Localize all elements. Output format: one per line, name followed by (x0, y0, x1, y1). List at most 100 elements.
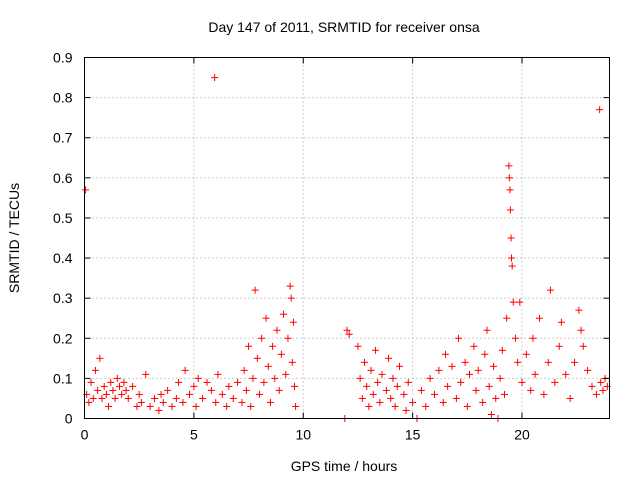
data-point (240, 366, 248, 374)
data-point (109, 386, 117, 394)
data-point (292, 402, 300, 410)
data-point (518, 378, 526, 386)
data-point (218, 390, 226, 398)
data-point (575, 306, 583, 314)
data-point (159, 398, 167, 406)
data-point (562, 370, 570, 378)
y-tick-label: 0.5 (53, 210, 73, 226)
data-point (111, 394, 119, 402)
data-point (94, 386, 102, 394)
data-point (566, 394, 574, 402)
data-point (400, 390, 408, 398)
data-point (273, 326, 281, 334)
data-point (251, 286, 259, 294)
data-point (258, 334, 266, 342)
data-point (409, 398, 417, 406)
data-point (369, 390, 377, 398)
x-tick-label: 20 (514, 427, 530, 443)
y-tick-label: 0.7 (53, 130, 73, 146)
data-point (529, 334, 537, 342)
data-point (118, 390, 126, 398)
data-point (361, 358, 368, 366)
data-point (376, 398, 384, 406)
data-point (98, 394, 106, 402)
data-point (472, 386, 480, 394)
data-point (404, 378, 412, 386)
data-point (256, 390, 263, 398)
plot-frame (84, 57, 610, 419)
data-point (506, 206, 514, 214)
data-point (124, 394, 132, 402)
x-tick-label: 5 (190, 427, 198, 443)
data-point (207, 386, 215, 394)
data-point (122, 386, 130, 394)
data-point (199, 394, 207, 402)
data-point (271, 374, 279, 382)
data-point (286, 282, 294, 290)
data-point (483, 326, 491, 334)
data-point (211, 74, 219, 82)
data-point (282, 370, 290, 378)
data-point (133, 402, 141, 410)
data-point (107, 378, 115, 386)
data-point (597, 378, 605, 386)
data-point (113, 374, 121, 382)
data-point (269, 342, 277, 350)
data-point (120, 378, 128, 386)
data-point (522, 350, 530, 358)
data-point (234, 378, 242, 386)
data-point (435, 366, 443, 374)
data-point (358, 394, 366, 402)
data-point (289, 318, 297, 326)
data-point (498, 346, 506, 354)
data-point (87, 378, 95, 386)
data-point (544, 358, 552, 366)
data-point (82, 186, 90, 194)
data-point (157, 390, 165, 398)
data-point (242, 386, 250, 394)
data-point (579, 342, 587, 350)
data-point (487, 410, 495, 418)
data-point (506, 186, 514, 194)
data-point (85, 398, 93, 406)
data-point (96, 354, 104, 362)
data-point (343, 326, 351, 334)
data-point (507, 234, 515, 242)
chart-title: Day 147 of 2011, SRMTID for receiver ons… (208, 19, 480, 35)
data-point (190, 382, 198, 390)
data-point (492, 394, 500, 402)
data-point (245, 342, 253, 350)
grid (84, 57, 610, 419)
data-point (577, 326, 585, 334)
data-point (214, 370, 222, 378)
data-point (387, 394, 395, 402)
x-tick-label: 15 (405, 427, 421, 443)
data-point (555, 342, 563, 350)
data-point (129, 382, 137, 390)
data-point (508, 262, 516, 270)
data-point (391, 402, 399, 410)
x-tick-label: 10 (295, 427, 311, 443)
data-point (457, 378, 465, 386)
y-tick-label: 0.6 (53, 170, 73, 186)
data-point (137, 398, 145, 406)
data-point (277, 350, 285, 358)
data-point (264, 362, 272, 370)
data-point (142, 370, 150, 378)
data-point (212, 398, 220, 406)
data-point (531, 370, 539, 378)
data-point (378, 370, 386, 378)
data-point (365, 402, 373, 410)
data-point (452, 394, 460, 402)
data-point (479, 398, 487, 406)
data-point (509, 298, 517, 306)
data-point (444, 382, 452, 390)
data-point (389, 374, 397, 382)
x-axis-label: GPS time / hours (291, 458, 398, 474)
data-point (102, 390, 110, 398)
data-point (164, 386, 172, 394)
data-point (175, 378, 183, 386)
data-point (116, 382, 123, 390)
y-tick-label: 0.9 (53, 50, 73, 66)
